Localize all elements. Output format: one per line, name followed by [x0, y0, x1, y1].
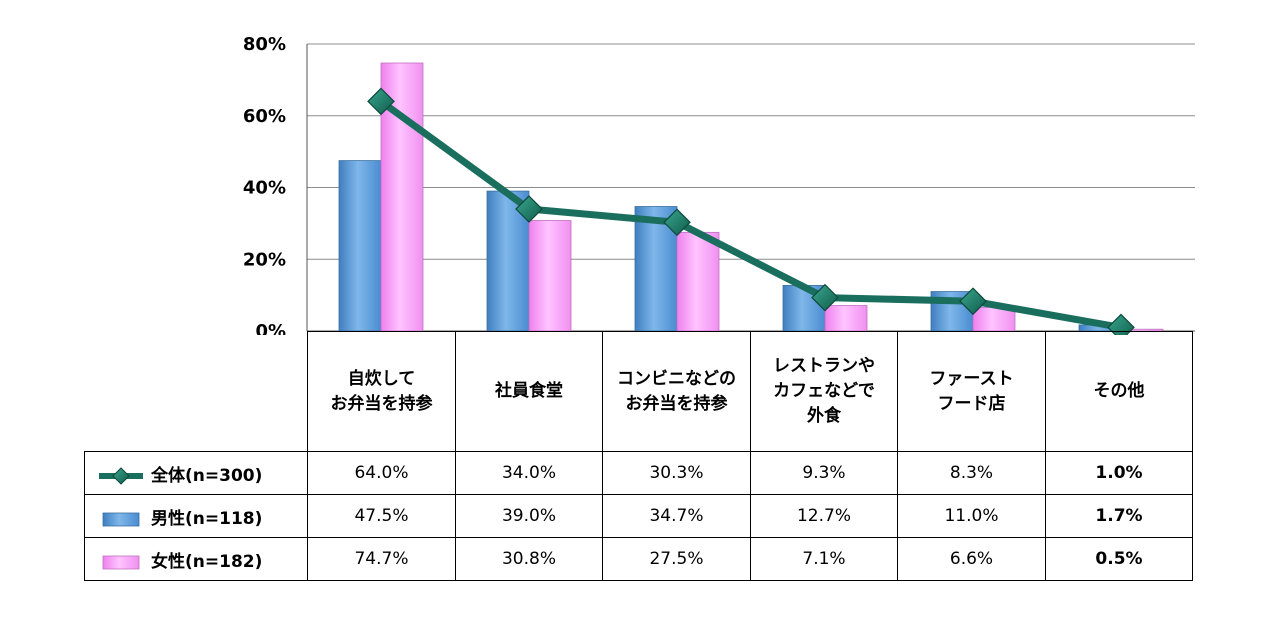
pink-bar-swatch-icon [97, 553, 145, 571]
category-label: 社員食堂 [455, 331, 603, 452]
table-row-male: 男性(n=118) 47.5% 39.0% 34.7% 12.7% 11.0% … [84, 494, 1193, 538]
table-row-total: 全体(n=300) 64.0% 34.0% 30.3% 9.3% 8.3% 1.… [84, 451, 1193, 495]
table-cell: 1.7% [1045, 494, 1193, 538]
table-cell: 11.0% [897, 494, 1046, 538]
table-cell: 30.8% [455, 537, 603, 581]
table-cell: 7.1% [750, 537, 898, 581]
y-tick-label: 60% [243, 106, 286, 127]
table-cell: 1.0% [1045, 451, 1193, 495]
bar-female [528, 220, 572, 332]
table-cell: 9.3% [750, 451, 898, 495]
legend-total: 全体(n=300) [84, 451, 308, 495]
table-cell: 74.7% [307, 537, 456, 581]
total-line [367, 87, 1135, 335]
table-cell: 27.5% [602, 537, 751, 581]
blue-bar-swatch-icon [97, 510, 145, 528]
category-label: コンビニなどの お弁当を持参 [602, 331, 751, 452]
bar-female [676, 231, 720, 332]
legend-female: 女性(n=182) [84, 537, 308, 581]
table-cell: 64.0% [307, 451, 456, 495]
line-marker [1107, 313, 1135, 335]
y-tick-label: 40% [243, 178, 286, 199]
table-cell: 34.0% [455, 451, 603, 495]
blank-cell [84, 331, 308, 452]
y-tick-label: 20% [243, 249, 286, 270]
total-line-path [378, 98, 1122, 331]
bars [338, 62, 1164, 332]
bar-male [338, 160, 382, 332]
category-label: その他 [1045, 331, 1193, 452]
y-axis-ticks: 0%20%40%60%80% [243, 34, 286, 335]
line-marker [515, 195, 543, 223]
chart: 0%20%40%60%80% [243, 34, 1195, 335]
line-marker [367, 87, 395, 116]
line-marker-icon [97, 466, 145, 485]
table-cell: 8.3% [897, 451, 1046, 495]
category-label: レストランや カフェなどで 外食 [750, 331, 898, 452]
table-cell: 12.7% [750, 494, 898, 538]
table-cell: 39.0% [455, 494, 603, 538]
table-cell: 0.5% [1045, 537, 1193, 581]
table-cell: 47.5% [307, 494, 456, 538]
table-cell: 30.3% [602, 451, 751, 495]
category-label: ファースト フード店 [897, 331, 1046, 452]
category-label: 自炊して お弁当を持参 [307, 331, 456, 452]
y-tick-label: 80% [243, 34, 286, 55]
table-row-female: 女性(n=182) 74.7% 30.8% 27.5% 7.1% 6.6% 0.… [84, 537, 1193, 581]
line-marker [959, 287, 987, 316]
table-cell: 34.7% [602, 494, 751, 538]
legend-male: 男性(n=118) [84, 494, 308, 538]
gridlines [306, 43, 1195, 332]
bar-female [824, 305, 868, 332]
table-cell: 6.6% [897, 537, 1046, 581]
data-table: 自炊して お弁当を持参 社員食堂 コンビニなどの お弁当を持参 レストランや カフェな… [84, 331, 1193, 581]
line-marker [811, 283, 839, 312]
line-marker [663, 208, 691, 237]
category-row: 自炊して お弁当を持参 社員食堂 コンビニなどの お弁当を持参 レストランや カフェな… [84, 331, 1193, 452]
